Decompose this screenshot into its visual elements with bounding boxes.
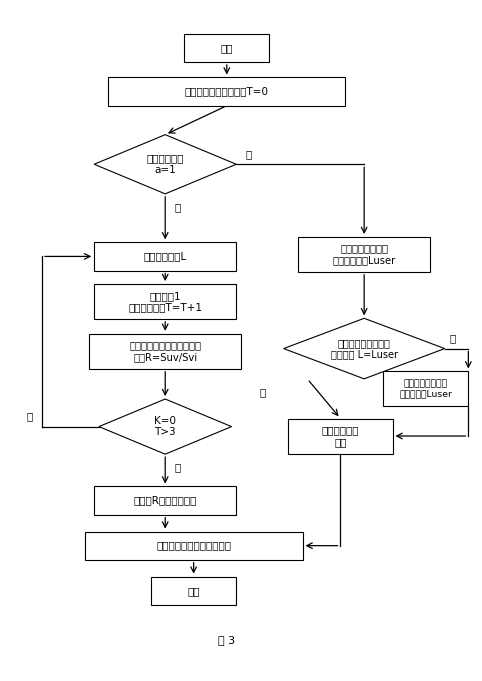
Text: 所选谱段与当前镜片
位置一致 L=Luser: 所选谱段与当前镜片 位置一致 L=Luser	[331, 338, 398, 360]
FancyBboxPatch shape	[383, 371, 469, 407]
Text: 确认镜头位置L: 确认镜头位置L	[144, 251, 187, 262]
FancyBboxPatch shape	[94, 486, 236, 515]
FancyBboxPatch shape	[90, 334, 241, 368]
Text: 已切换至所选
谱段: 已切换至所选 谱段	[321, 425, 359, 447]
FancyBboxPatch shape	[288, 419, 392, 454]
Text: 是: 是	[174, 462, 181, 473]
FancyBboxPatch shape	[184, 34, 269, 62]
Text: 否: 否	[27, 411, 33, 422]
Text: 切换镜片至所选谱
段镜头位置Luser: 切换镜片至所选谱 段镜头位置Luser	[399, 379, 452, 398]
Polygon shape	[283, 318, 445, 379]
Text: 用户选择光谱谱段
对应镜片位置Luser: 用户选择光谱谱段 对应镜片位置Luser	[333, 244, 396, 265]
FancyBboxPatch shape	[94, 242, 236, 270]
Polygon shape	[94, 135, 236, 194]
Text: 切换镜头1
镜头调节次数T=T+1: 切换镜头1 镜头调节次数T=T+1	[128, 291, 202, 313]
FancyBboxPatch shape	[94, 284, 236, 319]
Text: 开始: 开始	[221, 43, 233, 53]
Polygon shape	[99, 399, 231, 454]
FancyBboxPatch shape	[85, 532, 303, 560]
Text: 否: 否	[246, 149, 252, 159]
Text: 进行紫外成像统计参数处理: 进行紫外成像统计参数处理	[156, 541, 231, 551]
Text: 结束: 结束	[187, 586, 200, 596]
Text: 切换为R最小值时镜头: 切换为R最小值时镜头	[134, 496, 197, 505]
Text: 计算获得紫外面积成像面积
比值R=Suv/Svi: 计算获得紫外面积成像面积 比值R=Suv/Svi	[129, 340, 201, 362]
Text: 初始化，镜头调节次数T=0: 初始化，镜头调节次数T=0	[185, 86, 269, 97]
Text: 是: 是	[174, 202, 181, 212]
FancyBboxPatch shape	[108, 78, 345, 106]
Text: 否: 否	[449, 334, 455, 343]
FancyBboxPatch shape	[298, 237, 430, 272]
Text: 自动切换开关
a=1: 自动切换开关 a=1	[147, 153, 184, 175]
Text: 是: 是	[260, 387, 266, 397]
Text: K=0
T>3: K=0 T>3	[154, 416, 176, 437]
FancyBboxPatch shape	[151, 577, 236, 605]
Text: 图 3: 图 3	[218, 635, 235, 645]
